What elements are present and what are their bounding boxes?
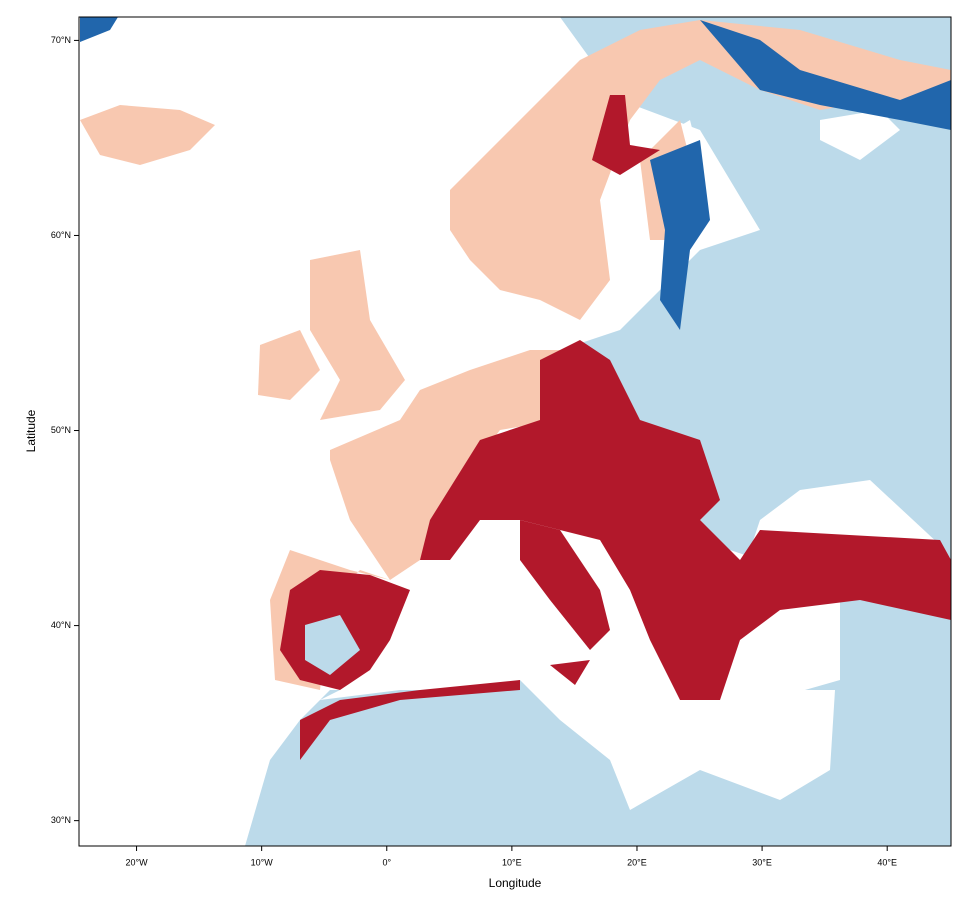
x-tick-label: 30°E [752,857,772,867]
white-sea [820,110,900,160]
y-axis-label: Latitude [24,409,38,452]
corner-blue [80,17,118,42]
x-tick-label: 10°E [502,857,522,867]
iceland [80,105,215,165]
iberia-inner [305,615,360,675]
y-tick-label: 60°N [51,230,71,240]
sicily [550,660,590,685]
continent [270,350,560,690]
italy [520,520,610,650]
y-tick-label: 70°N [51,35,71,45]
x-tick-label: 0° [382,857,391,867]
x-tick-label: 20°W [125,857,148,867]
north-blue [700,20,951,130]
x-tick-label: 40°E [877,857,897,867]
finland-blue [650,140,710,330]
blue-zone [80,17,951,330]
x-tick-label: 20°E [627,857,647,867]
plot-frame [78,16,952,847]
land-light [245,17,951,846]
scandinavia-red [592,95,660,175]
y-tick-label: 30°N [51,815,71,825]
x-axis-label: Longitude [489,876,542,890]
britain [310,250,405,420]
central [420,340,951,700]
north-africa [300,680,520,760]
ireland [258,330,320,400]
map-area [79,17,951,846]
x-tick-label: 10°W [251,857,274,867]
y-tick-label: 50°N [51,425,71,435]
y-tick-label: 40°N [51,620,71,630]
